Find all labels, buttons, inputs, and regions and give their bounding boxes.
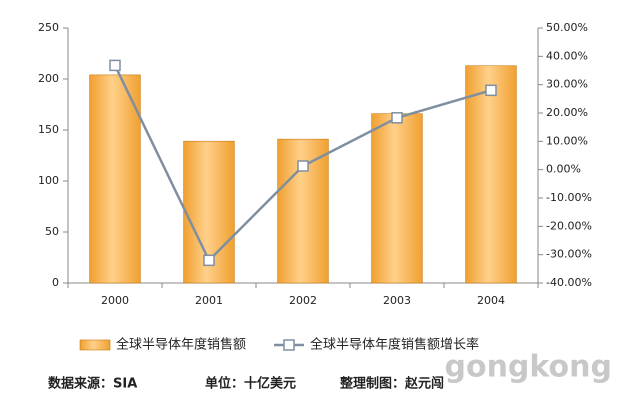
y2-tick-label: 40.00% — [546, 49, 588, 62]
y-tick-label: 200 — [38, 72, 59, 85]
y2-tick-label: 0.00% — [546, 163, 581, 176]
footer-note: 整理制图：赵元闯 — [339, 376, 444, 392]
legend-label: 全球半导体年度销售额增长率 — [310, 337, 479, 353]
x-tick-label: 2004 — [477, 294, 505, 307]
line-marker — [297, 160, 309, 172]
bar — [89, 74, 141, 284]
x-tick-label: 2001 — [195, 294, 223, 307]
x-tick-label: 2003 — [383, 294, 411, 307]
line-marker — [109, 59, 121, 72]
y-tick-label: 150 — [38, 123, 59, 136]
line-marker — [391, 112, 403, 124]
x-tick-label: 2000 — [101, 294, 129, 307]
watermark: gongkong — [444, 350, 612, 385]
line-marker — [485, 84, 497, 97]
y-tick-label: 100 — [38, 174, 59, 187]
bar — [371, 113, 423, 284]
y2-tick-label: 10.00% — [546, 134, 588, 147]
footer-note: 单位：十亿美元 — [205, 376, 296, 392]
line-marker — [203, 254, 215, 267]
y2-tick-label: -40.00% — [546, 276, 592, 289]
y2-tick-label: 20.00% — [546, 106, 588, 119]
y2-tick-label: 50.00% — [546, 21, 588, 34]
bar — [465, 65, 517, 284]
legend-swatch — [283, 339, 295, 351]
y-tick-label: 250 — [38, 21, 59, 34]
legend-swatch — [79, 339, 111, 351]
y-tick-label: 50 — [45, 225, 59, 238]
legend-label: 全球半导体年度销售额 — [116, 337, 246, 353]
y2-tick-label: 30.00% — [546, 78, 588, 91]
x-tick-label: 2002 — [289, 294, 317, 307]
y2-tick-label: -30.00% — [546, 248, 592, 261]
footer-note: 数据来源：SIA — [48, 376, 137, 392]
y2-tick-label: -20.00% — [546, 219, 592, 232]
y-tick-label: 0 — [52, 276, 59, 289]
y2-tick-label: -10.00% — [546, 191, 592, 204]
